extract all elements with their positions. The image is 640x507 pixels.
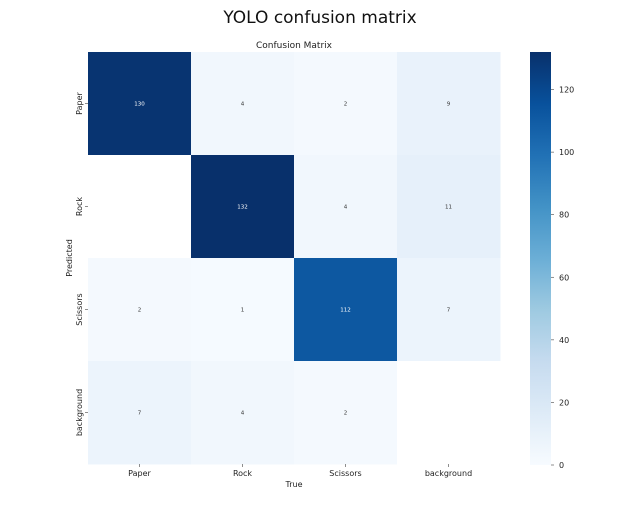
cell-value-label: 4 xyxy=(241,102,245,108)
x-tick-label: Paper xyxy=(128,469,151,478)
y-tick-label: Rock xyxy=(75,197,84,216)
colorbar-tick-label: 80 xyxy=(559,211,569,220)
x-tick-label: background xyxy=(425,469,472,478)
heatmap-cell xyxy=(191,361,295,465)
cell-value-label: 132 xyxy=(237,205,248,211)
x-tick-label: Rock xyxy=(233,469,252,478)
colorbar-tick-label: 40 xyxy=(559,336,569,345)
colorbar-tick-label: 100 xyxy=(559,148,574,157)
heatmap-cell xyxy=(191,52,295,156)
heatmap-cell xyxy=(88,155,192,259)
heatmap-cell xyxy=(294,52,398,156)
colorbar-tick-label: 0 xyxy=(559,461,564,470)
cell-value-label: 2 xyxy=(344,411,348,417)
cell-value-label: 4 xyxy=(344,205,348,211)
cell-value-label: 9 xyxy=(447,102,451,108)
cell-value-label: 7 xyxy=(447,308,451,314)
cell-value-label: 11 xyxy=(445,205,452,211)
cell-value-label: 4 xyxy=(241,411,245,417)
colorbar-tick-label: 120 xyxy=(559,86,574,95)
colorbar-ticks: 0 20 40 60 80 100 120 xyxy=(551,86,574,470)
cell-value-label: 130 xyxy=(134,102,145,108)
cell-value-label: 1 xyxy=(241,308,245,314)
cell-value-label: 2 xyxy=(138,308,142,314)
cell-value-label: 7 xyxy=(138,411,142,417)
heatmap-cell xyxy=(397,155,501,259)
y-tick-label: background xyxy=(75,389,84,436)
heatmap-cell xyxy=(397,52,501,156)
cell-value-label: 112 xyxy=(340,308,351,314)
heatmap-cell xyxy=(88,361,192,465)
x-axis-label: True xyxy=(285,480,303,489)
y-axis-label: Predicted xyxy=(65,239,74,277)
heatmap-cell xyxy=(294,258,398,362)
heatmap-cell xyxy=(294,361,398,465)
heatmap-cell xyxy=(88,52,192,156)
heatmap-cell xyxy=(397,361,501,465)
heatmap-cell xyxy=(294,155,398,259)
colorbar xyxy=(530,52,551,465)
x-axis-ticks: Paper Rock Scissors background xyxy=(128,464,472,478)
y-tick-label: Paper xyxy=(75,91,84,114)
y-axis-ticks: Paper Rock Scissors background xyxy=(75,91,88,436)
heatmap-cell xyxy=(397,258,501,362)
chart-title: Confusion Matrix xyxy=(256,41,333,51)
colorbar-tick-label: 20 xyxy=(559,398,569,407)
heatmap-cell xyxy=(88,258,192,362)
heatmap-cells xyxy=(88,52,501,465)
heatmap-cell xyxy=(191,258,295,362)
heatmap-cell xyxy=(191,155,295,259)
x-tick-label: Scissors xyxy=(329,469,361,478)
figure-title: YOLO confusion matrix xyxy=(223,8,417,28)
cell-value-label: 2 xyxy=(344,102,348,108)
y-tick-label: Scissors xyxy=(75,293,84,325)
colorbar-tick-label: 60 xyxy=(559,273,569,282)
